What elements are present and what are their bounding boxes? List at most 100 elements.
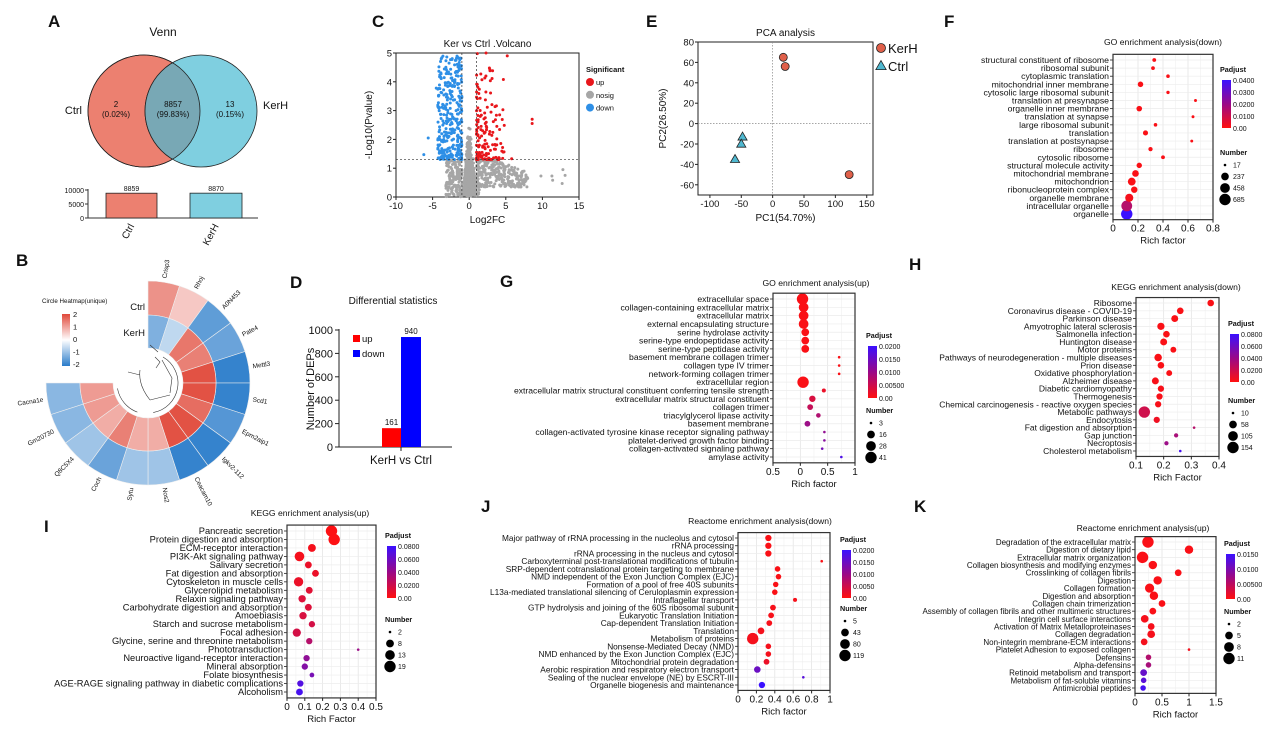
gene-label: Coch bbox=[90, 476, 103, 493]
x-tick-label: 0.4 bbox=[1156, 224, 1170, 235]
term-label: Chemical carcinogenesis - reactive oxyge… bbox=[939, 399, 1132, 409]
volcano-point-nosig bbox=[509, 168, 513, 172]
volcano-point-down bbox=[442, 88, 446, 92]
term-dot bbox=[1138, 406, 1151, 418]
volcano-point-up bbox=[483, 116, 487, 120]
term-label: extracellular space bbox=[697, 294, 769, 304]
term-dot bbox=[1160, 338, 1168, 346]
volcano-point-up bbox=[484, 124, 488, 128]
number-legend-label: 8 bbox=[1237, 645, 1241, 652]
volcano-point-down bbox=[437, 105, 441, 109]
term-dot bbox=[304, 561, 312, 569]
term-label: Oxidative phosphorylation bbox=[1034, 368, 1132, 378]
volcano-point-nosig bbox=[454, 189, 458, 193]
gene-label: Pate4 bbox=[241, 324, 260, 338]
volcano-point-up bbox=[491, 143, 495, 147]
volcano-point-nosig bbox=[464, 185, 468, 189]
volcano-point-up bbox=[502, 123, 506, 127]
pca-point-kerh bbox=[778, 52, 788, 62]
term-dot bbox=[796, 293, 809, 305]
number-legend-label: 8 bbox=[398, 641, 402, 648]
term-label: Thermogenesis bbox=[1073, 391, 1132, 401]
number-legend-dot bbox=[384, 660, 396, 673]
term-label: extracellular matrix structural constitu… bbox=[514, 385, 769, 395]
x-tick-label: 0.4 bbox=[1212, 460, 1226, 471]
volcano-point-nosig bbox=[480, 173, 484, 177]
volcano-point-down bbox=[457, 82, 461, 86]
y-tick-label: 10000 bbox=[65, 188, 85, 195]
volcano-point-down bbox=[459, 131, 463, 135]
volcano-point-nosig bbox=[467, 144, 471, 148]
term-label: Alzheimer disease bbox=[1063, 376, 1133, 386]
number-legend-dot bbox=[866, 441, 876, 451]
volcano-point-down bbox=[443, 148, 447, 152]
term-dot bbox=[1147, 630, 1156, 639]
volcano-point-down bbox=[439, 112, 443, 116]
term-dot bbox=[823, 430, 826, 434]
venn-label-ctrl: Ctrl bbox=[65, 105, 82, 117]
volcano-point-down bbox=[446, 119, 450, 123]
term-dot bbox=[1178, 449, 1182, 453]
x-axis-label: Rich factor bbox=[761, 706, 806, 717]
volcano-point-nosig bbox=[539, 174, 543, 178]
volcano-point-down bbox=[445, 93, 449, 97]
legend-marker bbox=[586, 103, 594, 112]
volcano-point-up bbox=[488, 130, 492, 134]
volcano-point-nosig bbox=[498, 183, 502, 187]
legend-marker bbox=[876, 43, 886, 53]
gene-label: Sytu bbox=[126, 487, 135, 501]
term-dot bbox=[1140, 669, 1148, 677]
number-legend-dot bbox=[1229, 420, 1237, 429]
term-dot bbox=[309, 672, 315, 678]
y-axis-label: Number of DEPs bbox=[305, 347, 317, 430]
volcano-point-down bbox=[446, 135, 450, 139]
volcano-point-down bbox=[460, 140, 464, 144]
number-legend-label: 5 bbox=[853, 619, 857, 626]
term-label: basement membrane collagen trimer bbox=[629, 352, 769, 362]
venn-pct: (99.83%) bbox=[157, 110, 190, 119]
term-label: Parkinson disease bbox=[1063, 314, 1133, 324]
number-legend-dot bbox=[1221, 172, 1229, 181]
volcano-point-nosig bbox=[494, 179, 498, 183]
term-dot bbox=[809, 395, 816, 402]
volcano-point-nosig bbox=[460, 193, 464, 197]
volcano-point-down bbox=[448, 149, 452, 153]
term-dot bbox=[1151, 377, 1159, 385]
volcano-point-down bbox=[440, 132, 444, 136]
term-dot bbox=[766, 620, 773, 627]
venn-overlap bbox=[144, 55, 200, 167]
volcano-point-nosig bbox=[491, 162, 495, 166]
volcano-point-down bbox=[459, 154, 463, 158]
volcano-point-nosig bbox=[463, 158, 467, 162]
number-legend-label: 458 bbox=[1233, 186, 1245, 193]
term-label: Gap junction bbox=[1084, 430, 1132, 440]
term-label: ribosome bbox=[1073, 144, 1109, 154]
volcano-point-nosig bbox=[452, 175, 456, 179]
term-dot bbox=[1149, 607, 1157, 615]
number-legend-label: 13 bbox=[398, 653, 406, 660]
x-tick-label: 1.5 bbox=[1209, 697, 1223, 708]
volcano-point-down bbox=[444, 130, 448, 134]
volcano-point-down bbox=[445, 102, 449, 106]
padjust-label: 0.0150 bbox=[879, 357, 901, 364]
volcano-point-down bbox=[459, 107, 463, 111]
term-dot bbox=[1140, 615, 1149, 623]
term-label: Metabolism of fat-soluble vitamins bbox=[1011, 676, 1132, 685]
volcano-point-nosig bbox=[454, 183, 458, 187]
term-dot bbox=[1121, 208, 1133, 220]
term-dot bbox=[802, 675, 805, 679]
term-dot bbox=[305, 586, 313, 594]
volcano-point-nosig bbox=[480, 182, 484, 186]
x-axis-label: Rich Factor bbox=[307, 714, 356, 725]
volcano-point-nosig bbox=[457, 174, 461, 178]
colorbar-label: 0 bbox=[73, 335, 77, 344]
volcano-point-nosig bbox=[507, 179, 511, 183]
volcano-point-nosig bbox=[463, 178, 467, 182]
volcano-point-down bbox=[449, 76, 453, 80]
volcano-point-down bbox=[445, 113, 449, 117]
volcano-point-nosig bbox=[490, 166, 494, 170]
term-label: Coronavirus disease - COVID-19 bbox=[1008, 306, 1133, 316]
term-label: Nonsense-Mediated Decay (NMD) bbox=[607, 641, 734, 651]
